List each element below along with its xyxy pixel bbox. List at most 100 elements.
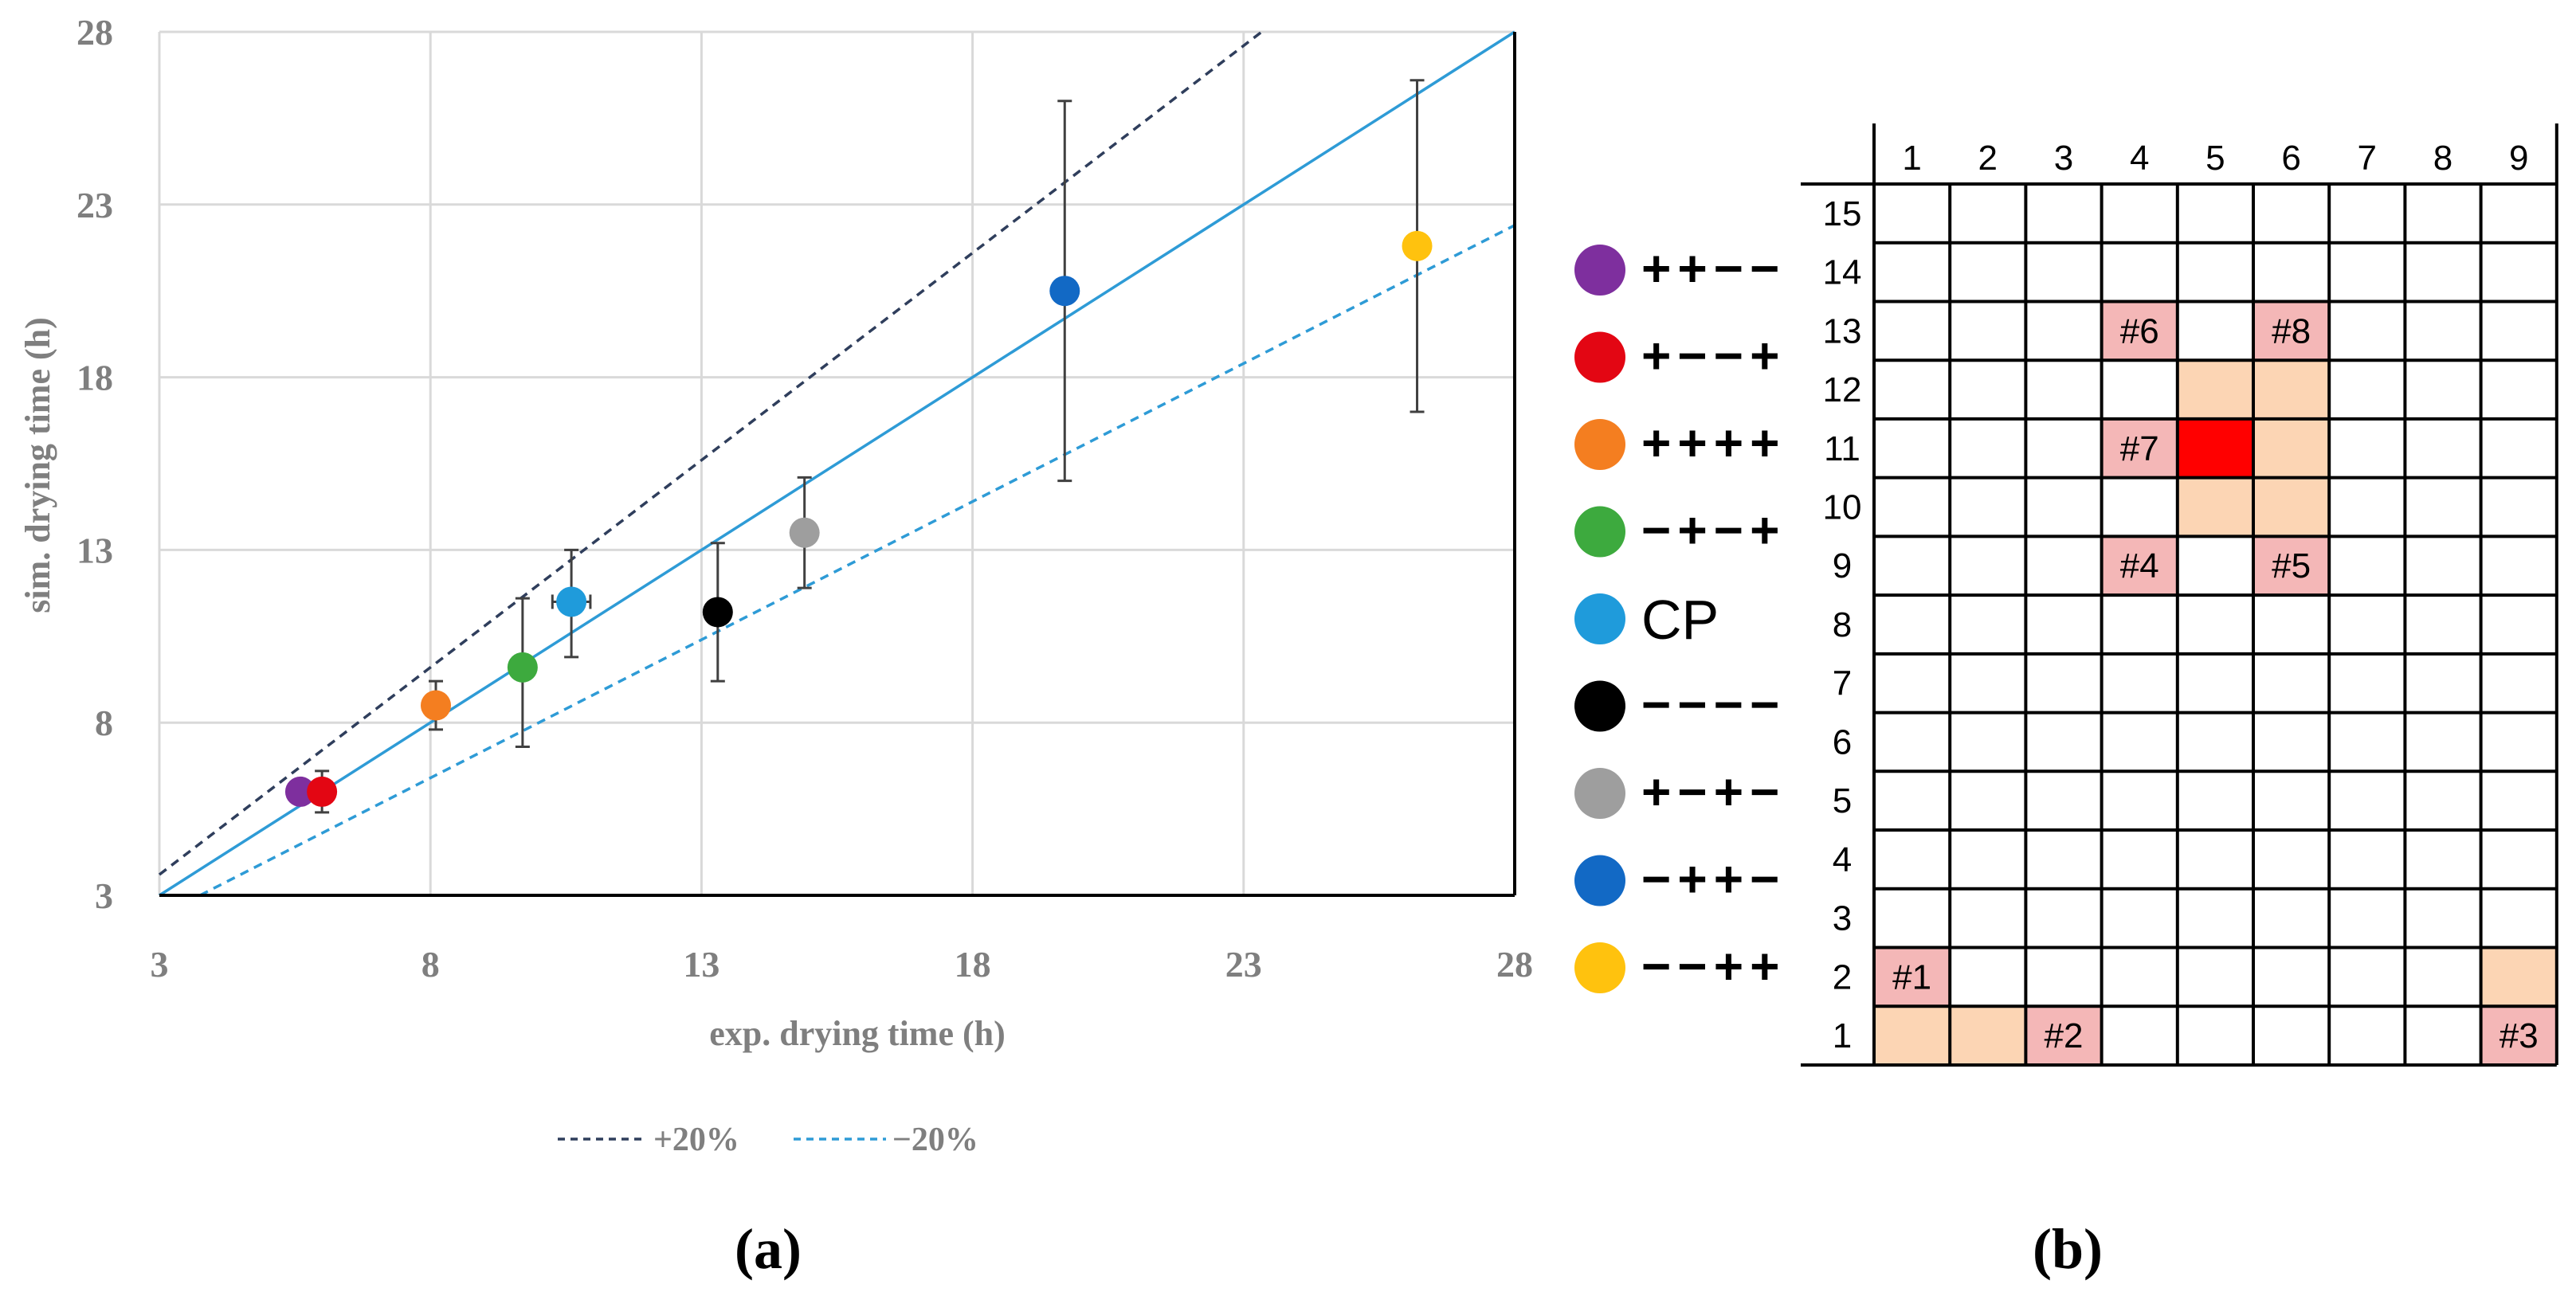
column-header-7: 7 (2358, 139, 2377, 178)
legend-label-0: ++−− (1641, 240, 1786, 297)
cell-label-2-1: #1 (1892, 957, 1931, 996)
tick-labels: 3 8 13 18 23 28 3 8 13 18 23 28 (76, 12, 1533, 985)
legend-label-8: −−++ (1641, 938, 1786, 995)
cell-label-11-4: #7 (2120, 429, 2159, 468)
grid-cell-11-4 (2101, 418, 2178, 478)
x-tick-label-1: 8 (421, 944, 440, 985)
line-legend-label-1: −20% (892, 1122, 978, 1158)
scatter-chart-panel: 3 8 13 18 23 28 3 8 13 18 23 28 exp. drying time (h… (18, 12, 1786, 1281)
legend-label-7: −++− (1641, 851, 1786, 908)
row-header-5: 5 (1833, 781, 1852, 820)
row-header-6: 6 (1833, 722, 1852, 762)
legend-label-5: −−−− (1641, 676, 1786, 734)
data-point-4 (556, 586, 587, 617)
grid-cell-10-5 (2177, 477, 2253, 537)
row-header-12: 12 (1823, 370, 1862, 409)
row-header-10: 10 (1823, 488, 1862, 527)
grid-cell-1-9 (2480, 1006, 2557, 1065)
line-legend-label-0: +20% (653, 1122, 739, 1158)
cell-label-1-3: #2 (2045, 1016, 2084, 1055)
reference-line-1 (158, 30, 1263, 876)
reference-lines (158, 30, 1515, 897)
legend-label-2: ++++ (1641, 414, 1786, 472)
column-header-2: 2 (1978, 139, 1998, 178)
column-header-9: 9 (2509, 139, 2528, 178)
grid-cell-13-4 (2101, 301, 2178, 361)
x-tick-label-5: 28 (1496, 944, 1533, 985)
legend-marker-4 (1574, 593, 1625, 644)
plot-frame (159, 32, 1516, 897)
row-header-11: 11 (1824, 429, 1860, 468)
grid-cell-2-9 (2480, 947, 2557, 1007)
row-header-1: 1 (1833, 1016, 1852, 1055)
column-header-6: 6 (2281, 139, 2300, 178)
y-tick-label-5: 28 (76, 12, 113, 53)
grid-cell-labels: #6 #8 #7 #4 #5 #1 #2 #3 (1892, 311, 2539, 1055)
row-header-2: 2 (1833, 957, 1852, 996)
legend-marker-1 (1574, 331, 1625, 383)
data-points (284, 230, 1433, 807)
row-header-9: 9 (1833, 546, 1852, 585)
grid-lines (1801, 123, 2558, 1067)
legend-marker-8 (1574, 942, 1625, 993)
legend-marker-7 (1574, 855, 1625, 906)
grid-cell-11-5 (2177, 418, 2253, 478)
y-tick-label-3: 18 (76, 358, 113, 398)
grid-cell-9-4 (2101, 536, 2178, 596)
column-header-4: 4 (2130, 139, 2149, 178)
grid-cell-fills (1874, 301, 2557, 1065)
data-point-6 (789, 517, 820, 548)
grid-cell-10-6 (2253, 477, 2330, 537)
panel-label-b: (b) (2033, 1217, 2103, 1281)
marker-legend: ++−− +−−+ ++++ −+−+ CP −−−− +−+− −++− −−++ (1574, 240, 1786, 995)
grid-cell-1-2 (1950, 1006, 2026, 1065)
row-header-15: 15 (1823, 194, 1862, 233)
row-header-13: 13 (1823, 311, 1862, 350)
reference-line-2 (199, 224, 1515, 897)
reference-line-0 (159, 30, 1515, 897)
x-tick-label-3: 18 (955, 944, 991, 985)
legend-marker-0 (1574, 245, 1625, 296)
legend-marker-2 (1574, 419, 1625, 470)
cell-label-13-4: #6 (2120, 311, 2159, 350)
data-point-0 (284, 776, 316, 807)
cell-label-13-6: #8 (2272, 311, 2311, 350)
line-legend: +20% −20% (558, 1122, 978, 1158)
row-header-8: 8 (1833, 605, 1852, 644)
grid-cell-1-3 (2025, 1006, 2102, 1065)
data-point-3 (507, 652, 538, 683)
data-point-5 (702, 597, 733, 628)
x-tick-label-2: 13 (683, 944, 719, 985)
y-axis-label: sim. drying time (h) (18, 317, 57, 613)
cell-label-9-4: #4 (2120, 546, 2159, 585)
column-header-3: 3 (2054, 139, 2073, 178)
row-header-4: 4 (1833, 840, 1852, 879)
x-tick-label-0: 3 (151, 944, 169, 985)
grid-cell-12-6 (2253, 360, 2330, 419)
data-point-7 (1049, 276, 1080, 307)
x-axis-label: exp. drying time (h) (709, 1014, 1006, 1053)
legend-label-3: −+−+ (1641, 502, 1786, 559)
y-tick-label-0: 3 (95, 875, 113, 916)
grid-cell-11-6 (2253, 418, 2330, 478)
y-tick-label-2: 13 (76, 530, 113, 570)
cell-label-1-9: #3 (2500, 1016, 2539, 1055)
data-point-8 (1402, 230, 1433, 261)
grid-cell-12-5 (2177, 360, 2253, 419)
y-tick-label-1: 8 (95, 703, 113, 743)
x-tick-label-4: 23 (1225, 944, 1262, 985)
error-bars (315, 79, 1425, 814)
legend-label-4: CP (1641, 589, 1719, 651)
column-header-8: 8 (2433, 139, 2452, 178)
row-header-14: 14 (1823, 253, 1862, 292)
y-tick-label-4: 23 (76, 185, 113, 225)
cell-label-9-6: #5 (2272, 546, 2311, 585)
row-header-3: 3 (1833, 899, 1852, 938)
legend-marker-3 (1574, 506, 1625, 558)
column-header-1: 1 (1902, 139, 1921, 178)
legend-label-6: +−+− (1641, 763, 1786, 820)
legend-label-1: +−−+ (1641, 327, 1786, 385)
